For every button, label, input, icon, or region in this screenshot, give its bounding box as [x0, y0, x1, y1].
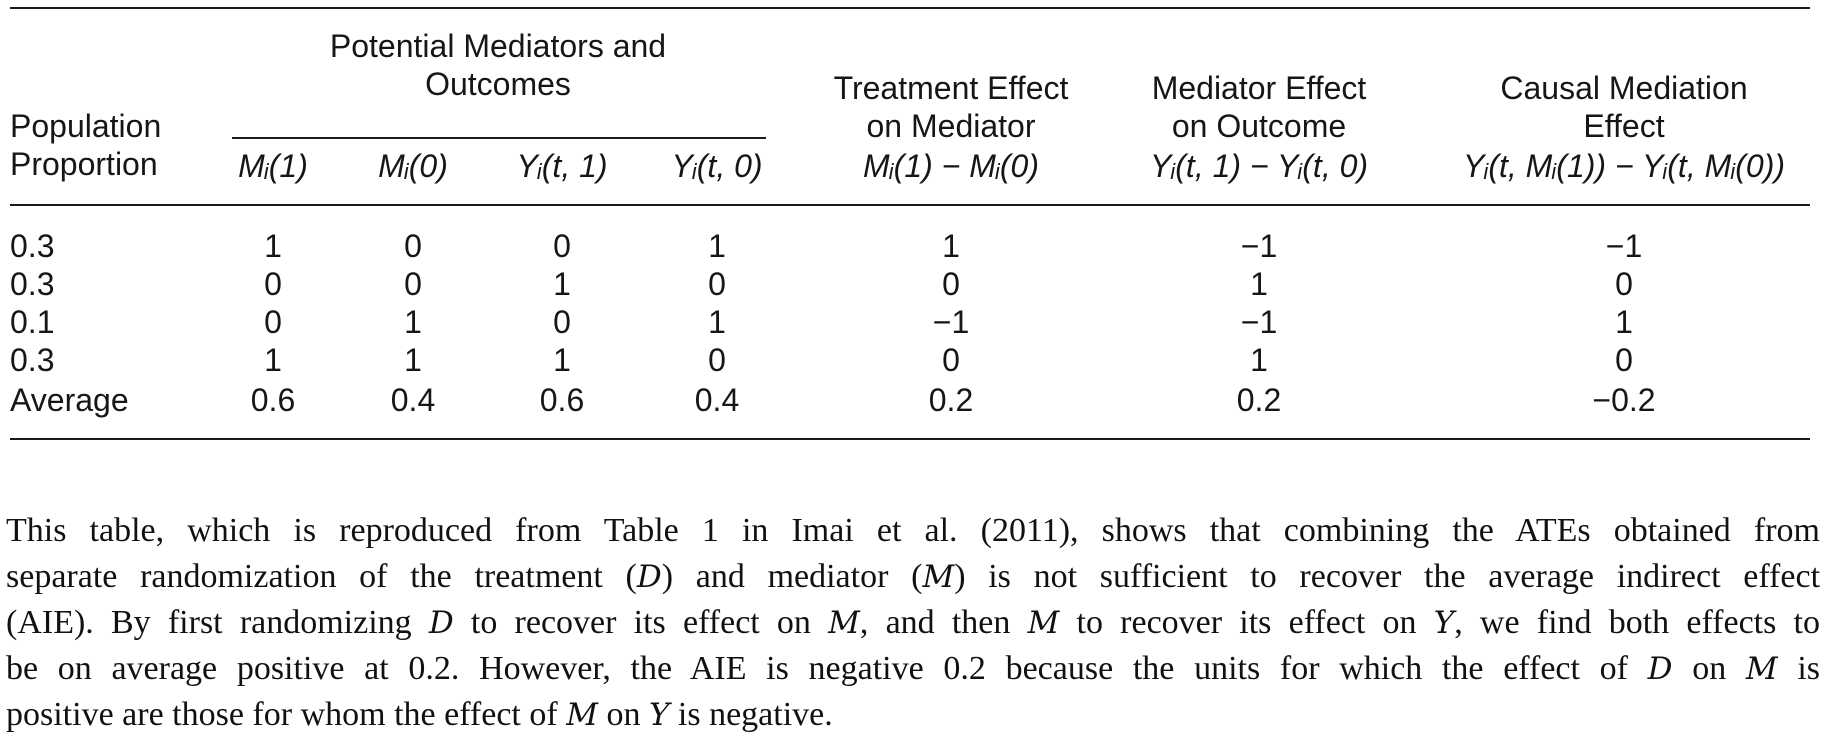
table-cell: 0 — [1615, 342, 1633, 378]
col-header-yt1: Yᵢ(t, 1) — [516, 148, 608, 184]
note-text: on — [1672, 650, 1746, 687]
note-text: ) and mediator ( — [661, 558, 923, 595]
note-symbol: Y — [1433, 605, 1455, 641]
table-cell: −0.2 — [1592, 382, 1656, 418]
table-cell: −1 — [1605, 228, 1643, 264]
table-cell: 1 — [553, 266, 571, 302]
note-text: (AIE). By first randomizing — [6, 604, 429, 641]
population-header-line2: Proportion — [10, 146, 158, 182]
table-cell: −1 — [932, 304, 970, 340]
table-cell: 0 — [264, 304, 282, 340]
table-cell: 1 — [1250, 342, 1268, 378]
note-symbol: M — [828, 605, 860, 641]
note-text: , we find both effects to — [1454, 604, 1820, 641]
col-header-m1: Mᵢ(1) — [238, 148, 308, 184]
note-text: ) is not sufficient to recover the avera… — [954, 558, 1821, 595]
note-symbol: D — [636, 559, 662, 595]
col-header-mediator-line3: Yᵢ(t, 1) − Yᵢ(t, 0) — [1149, 148, 1369, 184]
table-cell: 0 — [553, 228, 571, 264]
col-header-yt0: Yᵢ(t, 0) — [671, 148, 763, 184]
note-line: (AIE). By first randomizing D to recover… — [6, 600, 1820, 646]
table-top-rule — [10, 7, 1810, 9]
col-header-treatment-line1: Treatment Effect — [833, 70, 1069, 106]
row-label-cell: Average — [10, 382, 129, 418]
table-cell: 0.4 — [390, 382, 436, 418]
table-cell: 1 — [942, 228, 960, 264]
table-cell: 1 — [264, 342, 282, 378]
table-cell: −1 — [1240, 228, 1278, 264]
note-line: positive are those for whom the effect o… — [6, 692, 1820, 738]
col-header-treatment-line3: Mᵢ(1) − Mᵢ(0) — [863, 148, 1039, 184]
col-header-causal-line1: Causal Mediation — [1500, 70, 1748, 106]
table-cell: 0 — [264, 266, 282, 302]
note-text: positive are those for whom the effect o… — [6, 696, 567, 733]
note-symbol: M — [922, 559, 955, 595]
note-line: be on average positive at 0.2. However, … — [6, 646, 1820, 692]
table-cell: 1 — [708, 304, 726, 340]
row-label-cell: 0.3 — [10, 266, 55, 302]
note-text: to recover its effect on — [1059, 604, 1434, 641]
table-cell: 0.2 — [1236, 382, 1282, 418]
note-text: separate randomization of the treatment … — [6, 558, 637, 595]
table-cell: 1 — [708, 228, 726, 264]
row-label-cell: 0.3 — [10, 228, 55, 264]
note-text: is negative. — [669, 696, 833, 733]
table-cell: 0.4 — [694, 382, 740, 418]
col-header-mediator-line2: on Outcome — [1171, 108, 1347, 144]
table-cell: 0.2 — [928, 382, 974, 418]
table-cell: 1 — [1250, 266, 1268, 302]
table-header-rule — [10, 204, 1810, 206]
group-header-line1: Potential Mediators and — [329, 28, 667, 64]
table-cell: 0 — [553, 304, 571, 340]
note-symbol: D — [428, 605, 454, 641]
note-text: be on average positive at 0.2. However, … — [6, 650, 1648, 687]
note-symbol: M — [1027, 605, 1060, 641]
table-cell: 0 — [1615, 266, 1633, 302]
table-cell: 0 — [404, 266, 422, 302]
col-header-mediator-line1: Mediator Effect — [1151, 70, 1367, 106]
mediation-table: Potential Mediators and Outcomes Populat… — [10, 7, 1810, 440]
table-cell: −1 — [1240, 304, 1278, 340]
population-header-line1: Population — [10, 108, 162, 144]
note-text: is — [1777, 650, 1821, 687]
note-symbol: M — [1745, 651, 1778, 687]
table-cell: 0 — [708, 342, 726, 378]
table-cell: 1 — [264, 228, 282, 264]
table-cell: 0.6 — [539, 382, 585, 418]
col-header-causal-line2: Effect — [1583, 108, 1665, 144]
table-cell: 0 — [708, 266, 726, 302]
table-note: This table, which is reproduced from Tab… — [6, 508, 1820, 738]
note-symbol: M — [566, 697, 598, 733]
table-cell: 0 — [942, 266, 960, 302]
table-cell: 0 — [942, 342, 960, 378]
table-cell: 0.6 — [250, 382, 296, 418]
note-text: This table, which is reproduced from Tab… — [6, 512, 1820, 549]
note-text: to recover its effect on — [453, 604, 829, 641]
col-header-m0: Mᵢ(0) — [378, 148, 448, 184]
table-cell: 1 — [1615, 304, 1633, 340]
note-line: separate randomization of the treatment … — [6, 554, 1820, 600]
table-bottom-rule — [10, 438, 1810, 440]
note-symbol: D — [1647, 651, 1673, 687]
note-line: This table, which is reproduced from Tab… — [6, 508, 1820, 554]
group-header-line2: Outcomes — [425, 66, 571, 102]
table-cell: 1 — [404, 304, 422, 340]
note-text: on — [597, 696, 649, 733]
row-label-cell: 0.3 — [10, 342, 55, 378]
table-cell: 0 — [404, 228, 422, 264]
col-header-causal-line3: Yᵢ(t, Mᵢ(1)) − Yᵢ(t, Mᵢ(0)) — [1462, 148, 1786, 184]
table-cell: 1 — [553, 342, 571, 378]
note-symbol: Y — [648, 697, 670, 733]
row-label-cell: 0.1 — [10, 304, 55, 340]
note-text: , and then — [859, 604, 1028, 641]
group-header-rule — [232, 137, 766, 139]
col-header-treatment-line2: on Mediator — [866, 108, 1036, 144]
table-cell: 1 — [404, 342, 422, 378]
